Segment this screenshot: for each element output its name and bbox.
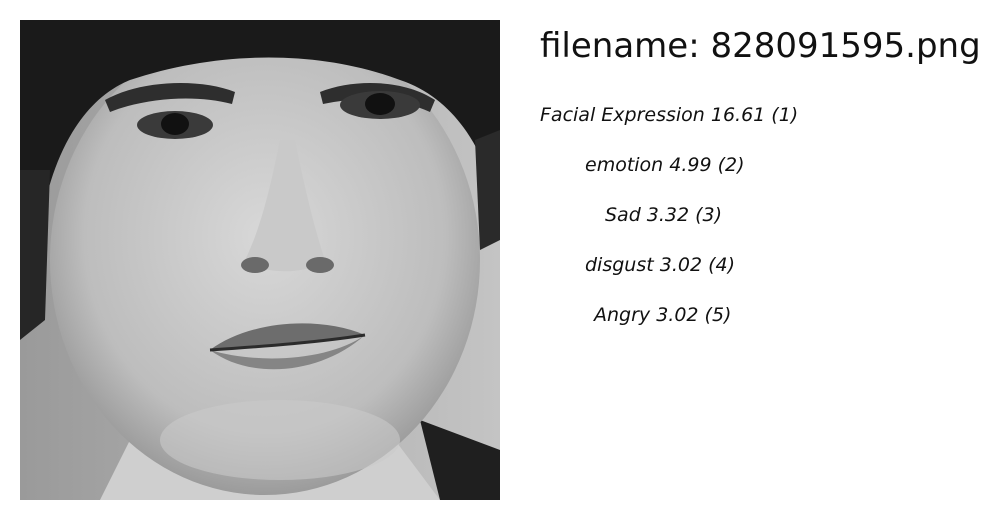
label-sad: Sad 3.32 (3)	[605, 204, 723, 226]
label-angry: Angry 3.02 (5)	[594, 304, 732, 326]
label-emotion: emotion 4.99 (2)	[585, 154, 745, 176]
label-facial-expression: Facial Expression 16.61 (1)	[540, 104, 799, 126]
label-disgust: disgust 3.02 (4)	[585, 254, 735, 276]
face-photo	[20, 20, 500, 500]
filename-title: filename: 828091595.png	[540, 26, 981, 66]
face-illustration	[20, 20, 500, 500]
